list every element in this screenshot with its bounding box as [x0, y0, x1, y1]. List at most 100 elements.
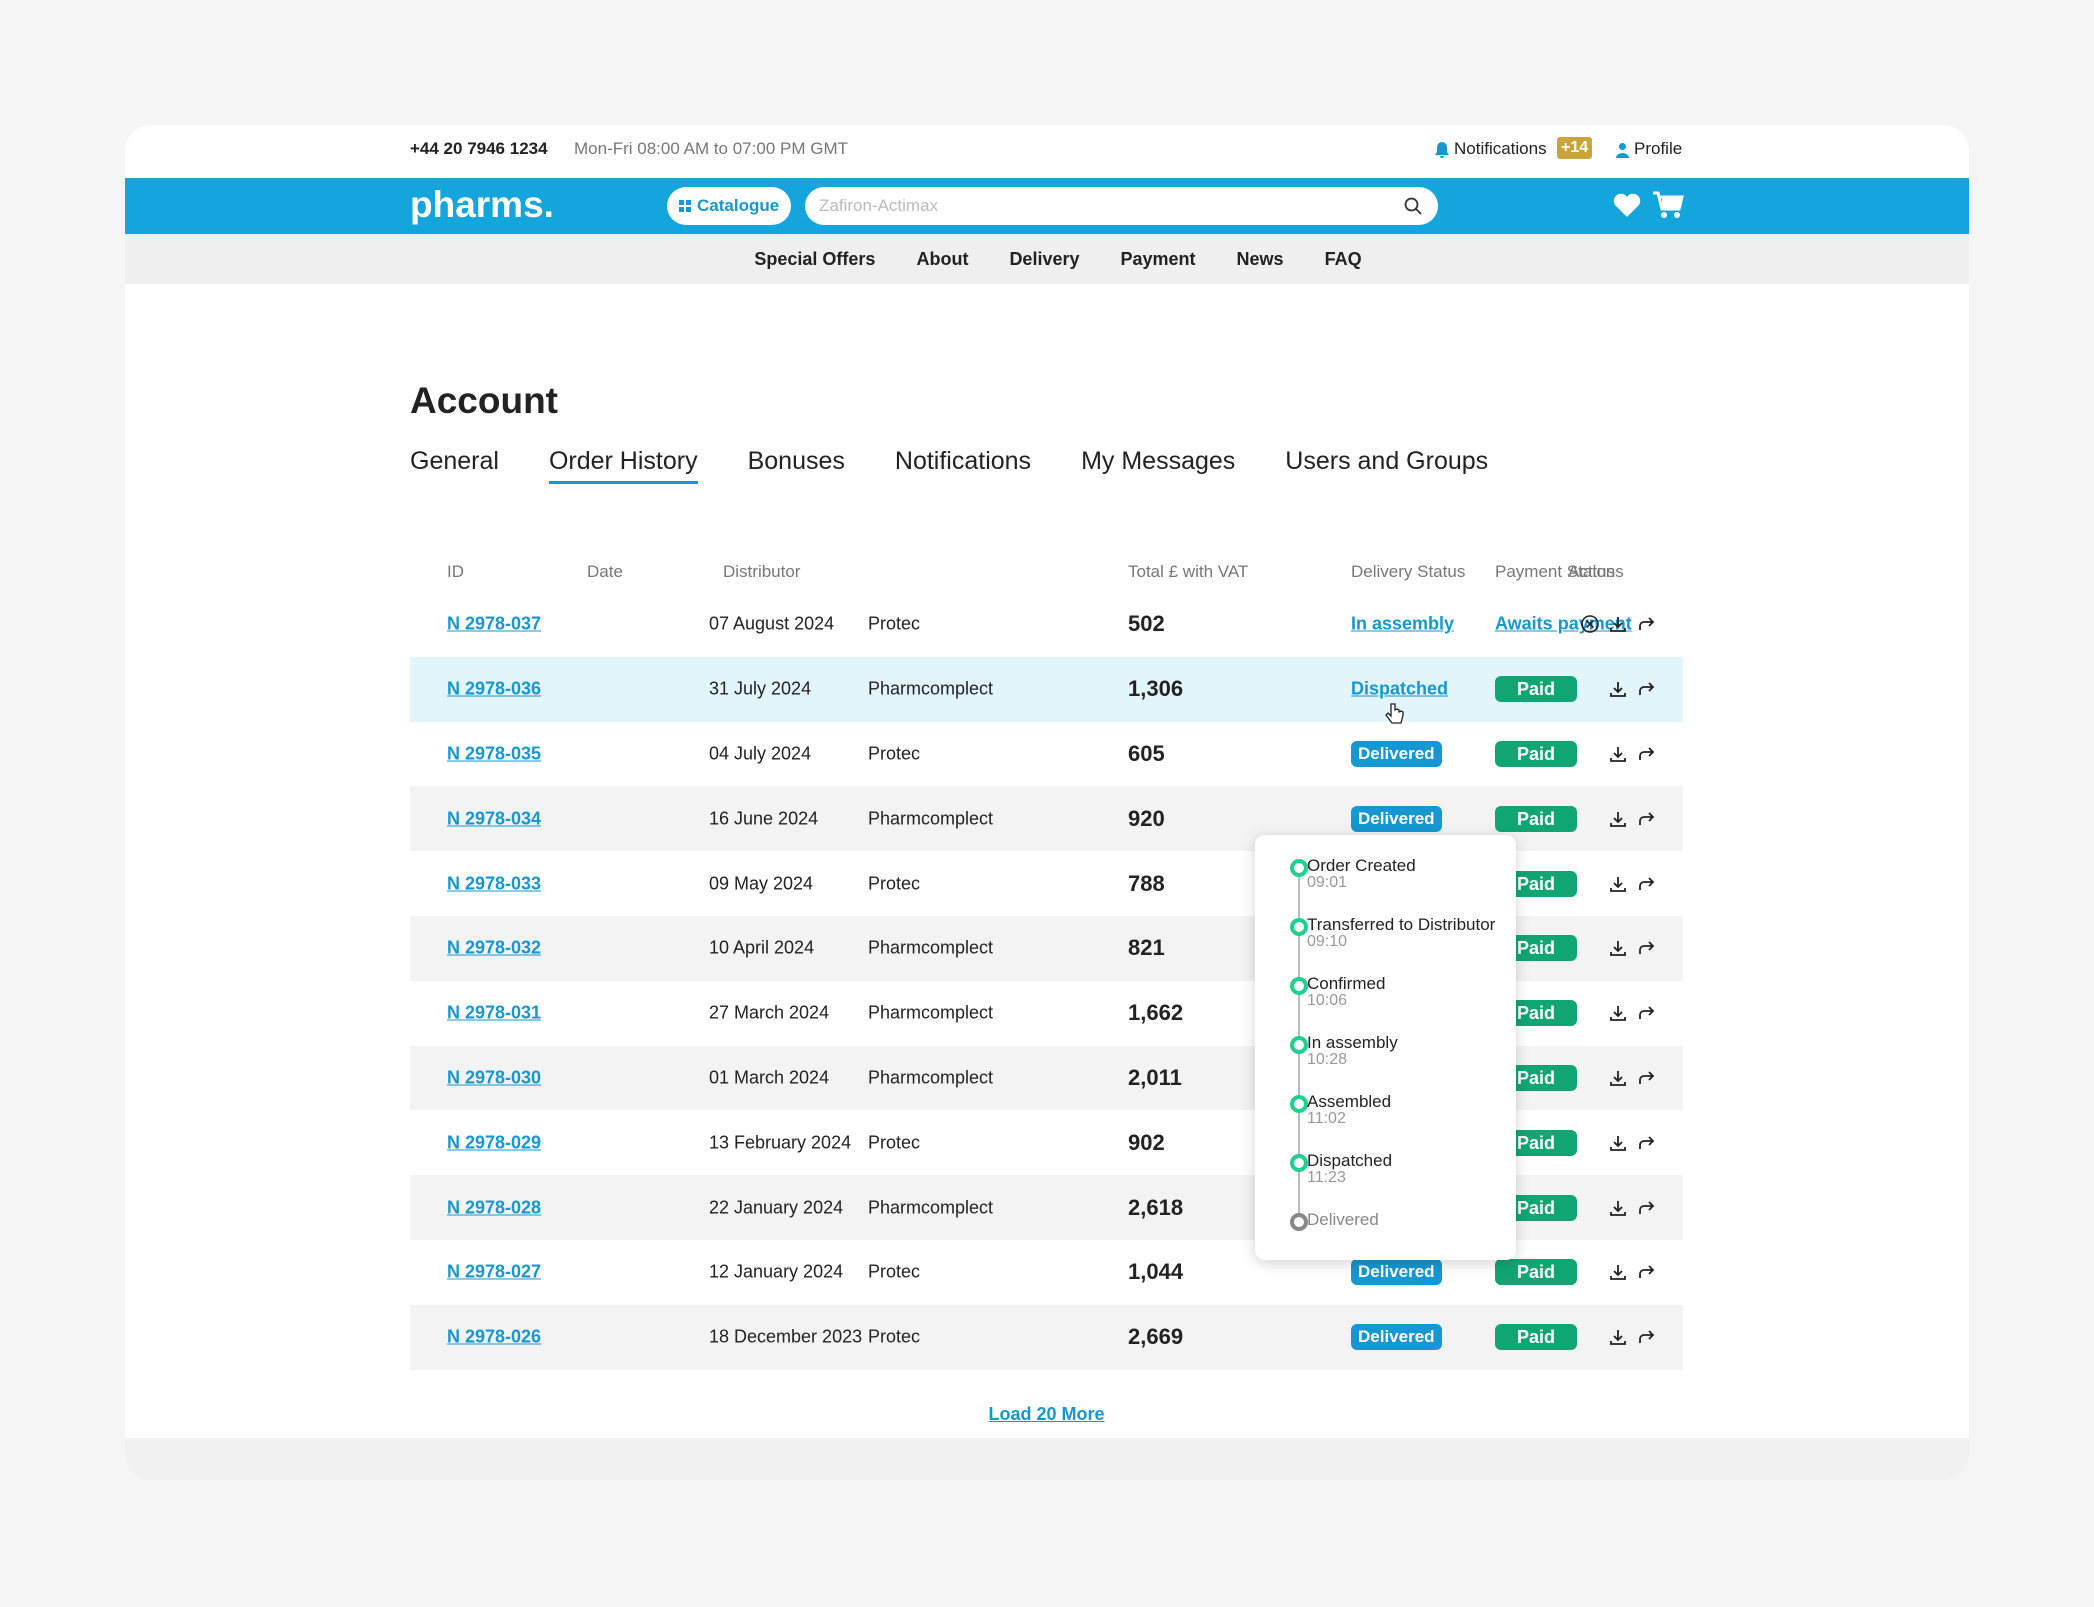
actions: [1610, 811, 1655, 827]
row-actions: [1580, 614, 1660, 639]
column-header: Actions: [1568, 562, 1624, 581]
delivery-badge: Delivered: [1351, 1324, 1442, 1351]
order-id-link[interactable]: N 2978-029: [447, 1132, 542, 1153]
tab[interactable]: Bonuses: [747, 447, 845, 475]
order-total: 2,011: [1128, 1065, 1182, 1090]
row-actions: [1580, 1003, 1660, 1028]
step-time: 11:02: [1307, 1110, 1346, 1127]
order-id-link[interactable]: N 2978-030: [447, 1067, 542, 1088]
repeat-icon[interactable]: [1639, 1071, 1655, 1084]
load-more-link[interactable]: Load 20 More: [988, 1404, 1105, 1424]
catalogue-button[interactable]: Catalogue: [667, 187, 791, 225]
actions: [1610, 747, 1655, 762]
delivery-link[interactable]: Dispatched: [1351, 678, 1449, 699]
order-id-link[interactable]: N 2978-036: [447, 678, 542, 699]
download-icon[interactable]: [1610, 941, 1626, 957]
row-actions: [1580, 1068, 1660, 1093]
step-time: 11:23: [1307, 1169, 1346, 1186]
repeat-icon[interactable]: [1639, 617, 1655, 631]
logo[interactable]: pharms.: [410, 184, 554, 225]
nav-link[interactable]: News: [1236, 248, 1284, 269]
nav-link[interactable]: Delivery: [1009, 248, 1080, 269]
nav-link[interactable]: FAQ: [1324, 248, 1362, 269]
tab[interactable]: My Messages: [1081, 447, 1236, 475]
nav-link[interactable]: Special Offers: [754, 248, 876, 269]
bell-icon: [1435, 142, 1449, 158]
order-id-link[interactable]: N 2978-027: [447, 1261, 542, 1282]
download-icon[interactable]: [1610, 1135, 1626, 1151]
nav-bar: Special Offers About Delivery Payment News FA…: [125, 234, 1969, 284]
order-id-link[interactable]: N 2978-034: [447, 808, 542, 829]
download-icon[interactable]: [1610, 1071, 1626, 1086]
tab[interactable]: Notifications: [894, 447, 1032, 475]
download-icon[interactable]: [1610, 876, 1626, 892]
repeat-icon[interactable]: [1639, 812, 1655, 825]
repeat-icon[interactable]: [1639, 1330, 1655, 1344]
column-header: Delivery Status: [1351, 562, 1466, 581]
order-total: 2,618: [1128, 1194, 1184, 1220]
download-icon[interactable]: [1610, 617, 1626, 633]
download-icon[interactable]: [1610, 1200, 1626, 1216]
order-id-link[interactable]: N 2978-032: [447, 937, 542, 958]
payment-badge: Paid: [1495, 1259, 1578, 1286]
delivery-badge: Delivered: [1351, 805, 1442, 832]
distributor: Protec: [868, 1132, 921, 1153]
order-date: 13 February 2024: [709, 1132, 852, 1153]
order-id-link[interactable]: N 2978-033: [447, 873, 542, 894]
tab[interactable]: Users and Groups: [1285, 447, 1489, 475]
delivery-link[interactable]: In assembly: [1351, 613, 1455, 634]
step-dot: [1290, 977, 1308, 995]
order-date: 10 April 2024: [709, 937, 815, 958]
order-id-link[interactable]: N 2978-026: [447, 1326, 542, 1347]
window: +44 20 7946 1234 Mon-Fri 08:00 AM to 07:…: [125, 125, 1969, 1480]
distributor: Pharmcomplect: [868, 1197, 994, 1218]
nav-link[interactable]: Payment: [1120, 248, 1196, 269]
nav-link[interactable]: About: [916, 248, 969, 269]
order-id-link[interactable]: N 2978-035: [447, 743, 542, 764]
repeat-icon[interactable]: [1639, 1136, 1655, 1149]
order-total: 788: [1128, 870, 1165, 896]
repeat-icon[interactable]: [1639, 941, 1655, 955]
actions: [1610, 941, 1655, 957]
favorites-icon[interactable]: [1613, 193, 1641, 218]
download-icon[interactable]: [1610, 1006, 1626, 1022]
distributor: Protec: [868, 1326, 921, 1347]
cancel-icon[interactable]: [1581, 615, 1599, 634]
order-id-link[interactable]: N 2978-037: [447, 613, 542, 634]
step-dot: [1290, 918, 1308, 936]
download-icon[interactable]: [1610, 811, 1626, 827]
download-icon[interactable]: [1610, 1265, 1626, 1281]
order-id-link[interactable]: N 2978-028: [447, 1197, 542, 1218]
download-icon[interactable]: [1610, 682, 1626, 698]
step-dot: [1290, 859, 1308, 877]
search-input[interactable]: Zafiron-Actimax: [805, 187, 1438, 225]
notifications-count: +14: [1557, 137, 1593, 159]
step-label: Dispatched: [1307, 1151, 1393, 1170]
repeat-icon[interactable]: [1639, 682, 1655, 696]
repeat-icon[interactable]: [1639, 876, 1655, 890]
profile-link[interactable]: Profile: [1634, 139, 1683, 158]
repeat-icon[interactable]: [1639, 1200, 1655, 1214]
download-icon[interactable]: [1610, 747, 1626, 762]
tab[interactable]: General: [410, 447, 499, 475]
order-id-link[interactable]: N 2978-031: [447, 1002, 542, 1023]
notifications-link[interactable]: Notifications: [1454, 139, 1547, 158]
download-icon[interactable]: [1610, 1330, 1626, 1346]
distributor: Pharmcomplect: [868, 1067, 994, 1088]
actions: [1610, 1265, 1655, 1281]
tab[interactable]: Order History: [548, 447, 698, 484]
repeat-icon[interactable]: [1639, 747, 1655, 760]
order-total: 1,306: [1128, 676, 1184, 702]
actions: [1610, 1006, 1655, 1022]
search-icon[interactable]: [1404, 197, 1422, 215]
order-date: 18 December 2023: [709, 1326, 863, 1347]
step-dot: [1290, 1154, 1308, 1172]
delivery-badge: Delivered: [1351, 741, 1442, 767]
hand-cursor: [1385, 703, 1404, 724]
repeat-icon[interactable]: [1639, 1006, 1655, 1020]
order-date: 12 January 2024: [709, 1261, 844, 1282]
cart-icon[interactable]: [1652, 190, 1684, 220]
column-header: Payment Status: [1495, 562, 1616, 581]
repeat-icon[interactable]: [1639, 1265, 1655, 1279]
